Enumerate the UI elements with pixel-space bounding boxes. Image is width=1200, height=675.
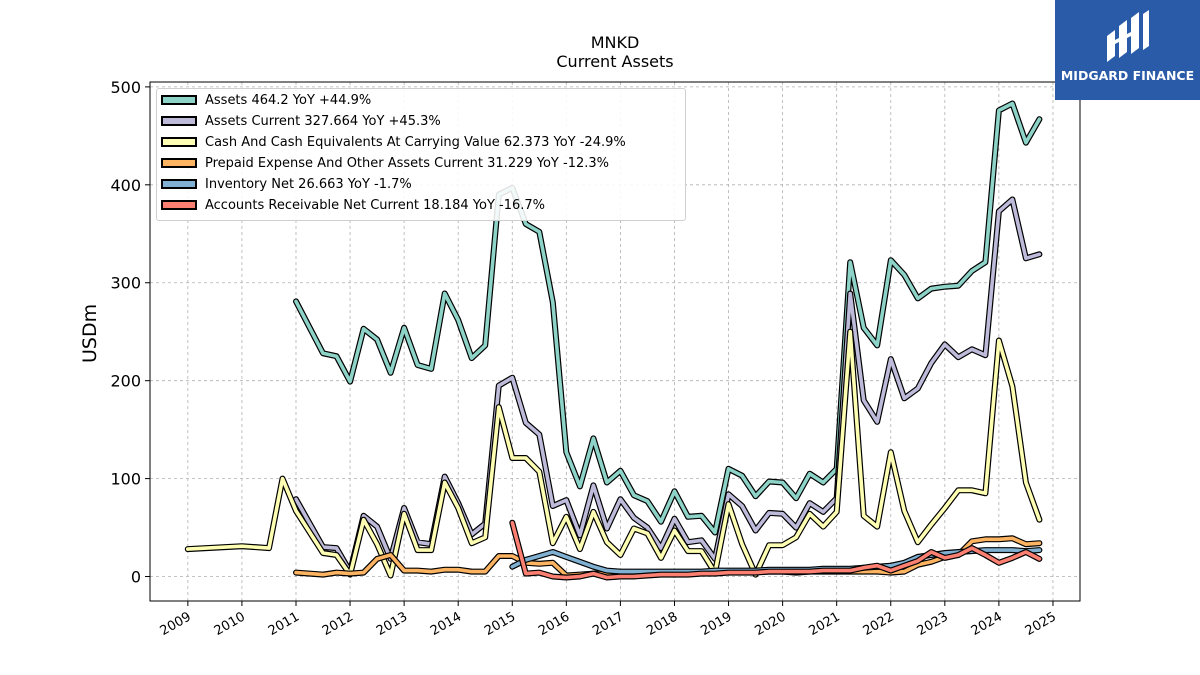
x-tick-label: 2010 [212, 609, 248, 639]
legend-item: Accounts Receivable Net Current 18.184 Y… [157, 195, 545, 215]
x-tick-label: 2014 [428, 609, 464, 639]
x-tick-label: 2012 [320, 609, 356, 639]
legend-item: Cash And Cash Equivalents At Carrying Va… [157, 132, 626, 152]
x-tick-label: 2023 [915, 609, 951, 639]
legend-label: Assets Current 327.664 YoY +45.3% [205, 113, 441, 129]
x-tick-label: 2022 [861, 609, 897, 639]
x-tick-label: 2016 [536, 609, 572, 639]
y-tick-label: 0 [131, 568, 141, 587]
legend-label: Cash And Cash Equivalents At Carrying Va… [205, 134, 626, 150]
y-axis-label: USDm [79, 303, 101, 363]
chart-title: MNKD [590, 33, 640, 52]
brand-logo-text: MIDGARD FINANCE [1060, 68, 1195, 83]
chart-subtitle: Current Assets [556, 52, 674, 71]
chart-legend: Assets 464.2 YoY +44.9% Assets Current 3… [156, 88, 686, 221]
legend-item: Inventory Net 26.663 YoY -1.7% [157, 174, 412, 194]
x-tick-label: 2024 [969, 609, 1005, 639]
legend-swatch [161, 158, 197, 168]
legend-item: Assets Current 327.664 YoY +45.3% [157, 111, 441, 131]
series-line [186, 329, 1042, 578]
x-tick-label: 2013 [374, 609, 410, 639]
legend-item: Assets 464.2 YoY +44.9% [157, 90, 371, 110]
legend-label: Accounts Receivable Net Current 18.184 Y… [205, 197, 546, 213]
x-tick-label: 2017 [590, 609, 626, 639]
legend-swatch [161, 95, 197, 105]
legend-swatch [161, 137, 197, 147]
y-tick-label: 500 [110, 78, 141, 97]
y-tick-label: 300 [110, 274, 141, 293]
series-line [294, 101, 1042, 535]
x-tick-label: 2011 [266, 609, 302, 639]
series-line [510, 520, 1042, 580]
y-tick-label: 400 [110, 176, 141, 195]
y-tick-label: 100 [110, 470, 141, 489]
x-tick-label: 2021 [807, 609, 843, 639]
y-tick-label: 200 [110, 372, 141, 391]
x-tick-label: 2025 [1023, 609, 1059, 639]
legend-swatch [161, 179, 197, 189]
x-tick-label: 2015 [482, 609, 518, 639]
midgard-logo-icon [1107, 10, 1149, 62]
legend-label: Assets 464.2 YoY +44.9% [205, 92, 372, 108]
x-tick-label: 2009 [158, 609, 194, 639]
x-tick-label: 2018 [644, 609, 680, 639]
legend-item: Prepaid Expense And Other Assets Current… [157, 153, 609, 173]
x-tick-label: 2020 [752, 609, 788, 639]
brand-logo: MIDGARD FINANCE [1055, 0, 1200, 100]
legend-swatch [161, 116, 197, 126]
legend-label: Inventory Net 26.663 YoY -1.7% [205, 176, 412, 192]
legend-label: Prepaid Expense And Other Assets Current… [205, 155, 609, 171]
x-tick-label: 2019 [698, 609, 734, 639]
legend-swatch [161, 200, 197, 210]
plot-frame [149, 81, 1081, 602]
